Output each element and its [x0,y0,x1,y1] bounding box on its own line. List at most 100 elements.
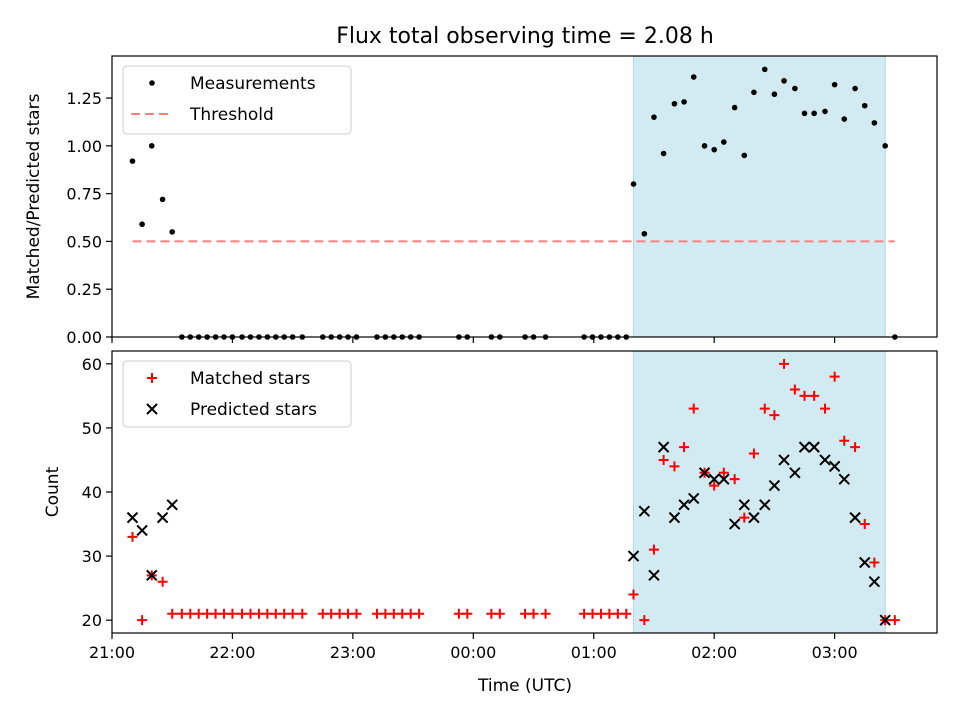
measurement-point [630,181,637,187]
measurement-point [811,110,817,117]
legend-label: Threshold [189,105,274,125]
measurement-point [701,143,708,149]
predicted-star-point [678,499,690,511]
x-tick-label: 22:00 [209,643,255,662]
predicted-star-point [748,511,760,524]
measurement-point [841,116,848,122]
matched-star-point [595,608,606,619]
measurement-point [148,143,155,149]
predicted-star-point [808,441,820,453]
matched-star-point [167,608,178,619]
measurement-point [731,104,738,111]
y-axis-label: Count [43,466,63,517]
matched-star-point [889,615,900,626]
matched-star-point [648,544,659,555]
matched-star-point [127,531,138,542]
matched-star-point [528,608,539,619]
matched-star-point [739,512,750,523]
matched-star-point [809,390,820,401]
matched-star-point [688,403,699,414]
matched-star-point [729,474,740,485]
matched-star-point [176,608,187,619]
measurement-point [129,158,136,164]
matched-star-point [718,467,729,478]
matched-star-point [748,448,759,459]
predicted-star-point [849,511,861,524]
measurement-point [690,74,697,80]
measurement-point [651,114,657,120]
y-tick-label: 50 [82,419,102,438]
measurement-point [660,150,667,157]
matched-star-point [819,403,830,414]
measurement-point [761,66,768,73]
predicted-star-point [859,556,871,569]
matched-star-point [279,608,290,619]
measurement-point [882,143,889,149]
predicted-star-point [668,511,681,524]
predicted-star-point [657,441,670,453]
measurement-point [751,89,757,96]
matched-star-point [669,461,680,472]
predicted-star-point [136,524,148,537]
matched-star-point [587,608,598,619]
observing-window-shade [632,55,886,338]
x-tick-label: 02:00 [691,643,737,662]
y-tick-label: 0.50 [66,232,102,251]
predicted-star-point [638,505,651,517]
measurement-point [792,85,798,92]
matched-star-point [317,608,328,619]
predicted-star-point [166,499,178,511]
matched-star-point [520,608,531,619]
y-axis-label: Matched/Predicted stars [24,93,44,299]
measurement-point [139,221,145,228]
flux-ratio-panel: 0.00 0.25 0.50 0.75 1.00 1.25 Matched/Predicte… [24,55,938,347]
measurement-point [721,139,727,145]
matched-star-point [679,442,690,453]
chart-title: Flux total observing time = 2.08 h [336,24,714,49]
matched-star-point [709,480,720,491]
matched-star-point [799,390,810,401]
predicted-star-point [789,467,801,479]
predicted-star-point [698,467,711,479]
predicted-star-point [728,518,741,530]
matched-star-point [604,608,615,619]
matched-star-point [287,608,298,619]
measurement-point [169,229,176,235]
measurement-point [871,120,878,126]
measurement-point [741,152,748,159]
matched-star-point [245,608,256,619]
matched-star-point [405,608,416,619]
x-tick-label: 21:00 [89,643,135,662]
y-tick-label: 40 [82,483,102,502]
x-tick-label: 23:00 [330,643,376,662]
y-tick-label: 60 [82,355,102,374]
axes-frame [111,55,938,338]
measurement-point [822,108,828,115]
legend: Matched stars Predicted stars [122,360,352,428]
legend-matched-marker [147,373,157,383]
measurement-point [861,102,868,109]
predicted-star-point [156,511,169,524]
matched-star-point [388,608,399,619]
legend-label: Matched stars [190,369,310,389]
predicted-star-point [648,569,660,582]
matched-star-point [759,403,770,414]
legend-label: Measurements [190,74,316,94]
y-tick-label: 20 [82,611,102,630]
x-axis-label: Time (UTC) [477,676,572,696]
matched-star-point [494,608,505,619]
predicted-star-point [688,492,700,505]
matched-star-point [486,608,497,619]
matched-star-point [227,608,238,619]
matched-star-point [829,371,840,382]
legend-measurement-marker [149,80,155,86]
matched-star-point [779,358,790,369]
x-tick-label: 01:00 [571,643,617,662]
predicted-star-point [879,614,891,626]
matched-star-point [859,519,870,530]
matched-star-point [253,608,264,619]
matched-star-point [185,608,196,619]
x-tick-label: 00:00 [450,643,496,662]
measurement-point [711,146,717,153]
observing-window-shade [632,350,886,634]
